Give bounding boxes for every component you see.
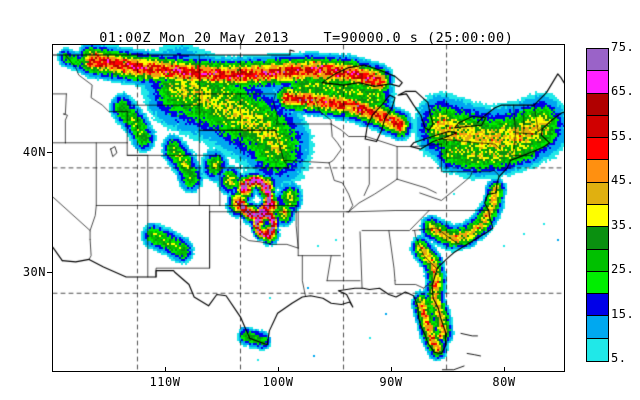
colorbar-band — [587, 227, 608, 250]
colorbar-tick-label: 55. — [611, 129, 635, 143]
colorbar-band — [587, 160, 608, 183]
reflectivity-colorbar — [586, 48, 609, 362]
map-plot-area — [52, 44, 565, 372]
x-axis-tick — [165, 367, 166, 372]
y-axis-label: 30N — [22, 265, 46, 279]
colorbar-tick-label: 35. — [611, 218, 635, 232]
y-axis-label: 40N — [22, 145, 46, 159]
colorbar-band — [587, 294, 608, 317]
colorbar-band — [587, 338, 608, 361]
x-axis-tick — [391, 367, 392, 372]
colorbar-band — [587, 93, 608, 116]
reflectivity-map-canvas — [53, 45, 564, 371]
x-axis-tick — [504, 367, 505, 372]
colorbar-tick-label: 5. — [611, 351, 627, 365]
colorbar-tick-label: 15. — [611, 307, 635, 321]
colorbar-tick-label: 65. — [611, 84, 635, 98]
x-axis-label: 100W — [262, 375, 294, 389]
x-axis-label: 110W — [149, 375, 181, 389]
colorbar-band — [587, 249, 608, 272]
title-text: 01:00Z Mon 20 May 2013 T=90000.0 s (25:0… — [99, 30, 514, 46]
x-axis-label: 80W — [492, 375, 516, 389]
colorbar-band — [587, 138, 608, 161]
x-axis-tick — [278, 367, 279, 372]
y-axis-tick — [47, 152, 52, 153]
colorbar-band — [587, 49, 608, 72]
y-axis-tick — [47, 272, 52, 273]
x-axis-label: 90W — [379, 375, 403, 389]
colorbar-band — [587, 71, 608, 94]
figure-title: 01:00Z Mon 20 May 2013 T=90000.0 s (25:0… — [0, 14, 578, 62]
colorbar-band — [587, 204, 608, 228]
colorbar-tick-label: 45. — [611, 173, 635, 187]
colorbar-band — [587, 271, 608, 295]
colorbar-band — [587, 115, 608, 139]
colorbar-band — [587, 182, 608, 205]
colorbar-tick-label: 75. — [611, 40, 635, 54]
colorbar-tick-label: 25. — [611, 262, 635, 276]
colorbar-band — [587, 316, 608, 339]
